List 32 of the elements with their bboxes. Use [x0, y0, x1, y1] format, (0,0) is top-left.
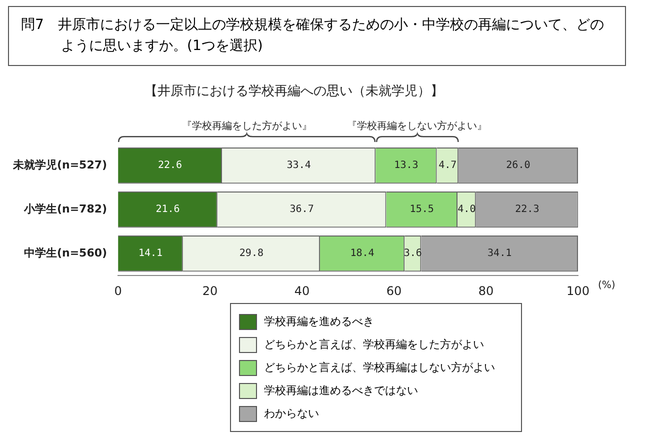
- data-label: 34.1: [488, 248, 512, 260]
- data-label: 22.6: [158, 160, 182, 172]
- y-tick-label: 中学生(n=560): [24, 246, 108, 260]
- data-label: 4.7: [438, 160, 457, 172]
- data-label: 14.1: [138, 248, 163, 260]
- legend-label: 学校再編を進めるべき: [264, 314, 374, 329]
- x-tick-label: 100: [566, 284, 590, 298]
- y-tick-label: 未就学児(n=527): [12, 158, 108, 172]
- data-label: 15.5: [410, 204, 434, 216]
- data-label: 33.4: [286, 160, 311, 172]
- legend-label: 学校再編は進めるべきではない: [264, 383, 418, 398]
- chart-subtitle: 【井原市における学校再編への思い（未就学児）】: [144, 84, 444, 100]
- data-label: 22.3: [515, 204, 540, 216]
- chart-title: 問7 井原市における一定以上の学校規模を確保するための小・中学校の再編について、どのように思いますか。(1つを選択): [8, 6, 626, 66]
- data-label: 26.0: [506, 160, 530, 172]
- x-tick-label: 20: [202, 284, 218, 298]
- text: 『学校再編をした方がよい』: [182, 120, 312, 132]
- legend-label: どちらかと言えば、学校再編をした方がよい: [264, 337, 484, 352]
- text: 『学校再編をしない方がよい』: [347, 120, 488, 132]
- x-tick-label: 60: [386, 284, 402, 298]
- data-label: 36.7: [290, 204, 314, 216]
- x-tick-label: 40: [294, 284, 310, 298]
- legend-label: どちらかと言えば、学校再編はしない方がよい: [264, 360, 495, 375]
- data-label: 18.4: [350, 248, 374, 260]
- data-label: 21.6: [156, 204, 180, 216]
- legend-label: わからない: [264, 406, 319, 421]
- data-label: 29.8: [239, 248, 264, 260]
- x-tick-label: 0: [114, 284, 122, 298]
- x-tick-label: 80: [478, 284, 494, 298]
- data-label: 13.3: [394, 160, 418, 172]
- x-axis-title: (%): [598, 280, 616, 292]
- y-tick-label: 小学生(n=782): [22, 202, 108, 216]
